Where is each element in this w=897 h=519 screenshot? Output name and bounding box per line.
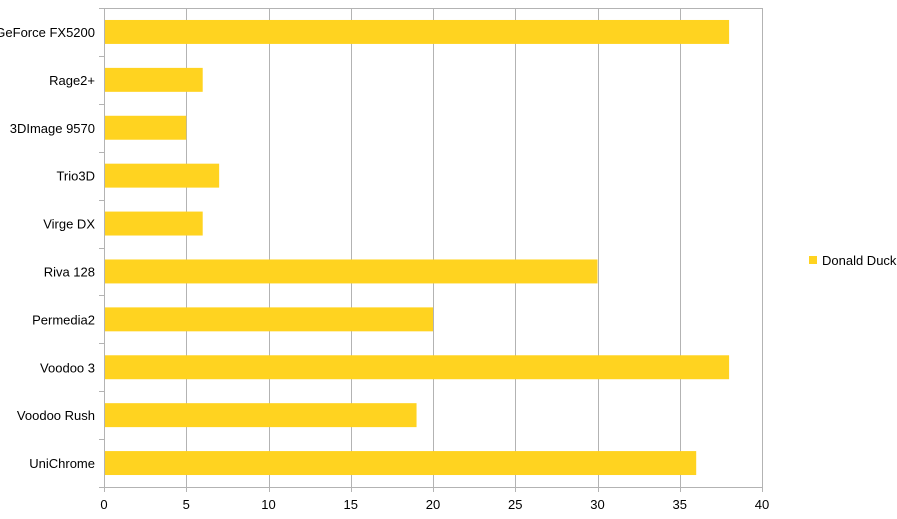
category-label: Rage2+ [49,73,95,88]
category-labels: GeForce FX5200 Rage2+ 3DImage 9570 Trio3D Vi… [0,25,95,471]
bar [104,67,203,92]
axes [99,8,763,492]
x-tick-label: 25 [508,497,522,512]
x-tick-label: 5 [183,497,190,512]
bar [104,19,730,44]
category-label: 3DImage 9570 [10,121,95,136]
bar [104,355,730,380]
category-label: Voodoo 3 [40,360,95,375]
legend-swatch [809,256,817,264]
bars [104,19,730,476]
x-tick-label: 40 [755,497,769,512]
category-label: Virge DX [43,217,95,232]
x-tick-label: 30 [590,497,604,512]
bar [104,163,220,188]
x-tick-label: 10 [261,497,275,512]
x-tick-label: 20 [426,497,440,512]
tick-labels: 0 5 10 15 20 25 30 35 40 [100,497,769,512]
x-tick-label: 0 [100,497,107,512]
category-label: Riva 128 [44,264,95,279]
legend: Donald Duck [809,253,897,268]
category-label: Voodoo Rush [17,408,95,423]
category-label: Trio3D [56,169,95,184]
category-label: Permedia2 [32,312,95,327]
bar [104,403,417,428]
x-tick-label: 35 [673,497,687,512]
bar [104,307,433,332]
x-tick-label: 15 [344,497,358,512]
bar [104,451,697,476]
bar [104,259,598,284]
legend-label: Donald Duck [822,253,897,268]
category-label: GeForce FX5200 [0,25,95,40]
bar [104,115,187,140]
category-label: UniChrome [29,456,95,471]
bar [104,211,203,236]
